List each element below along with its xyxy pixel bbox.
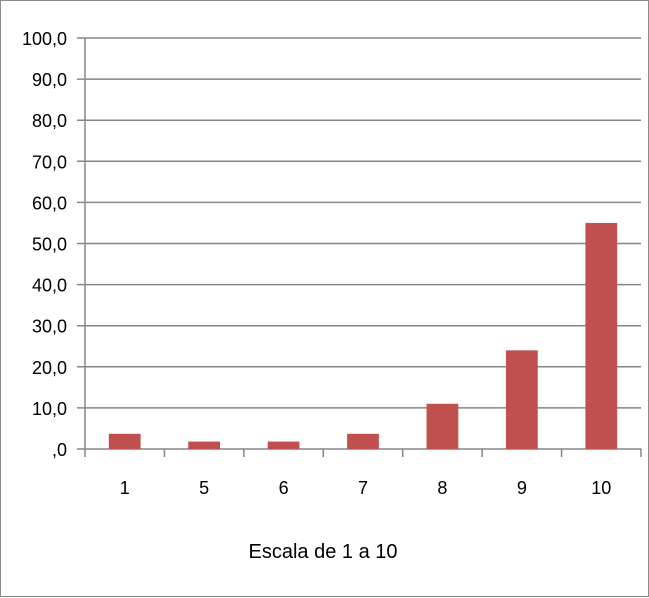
x-tick-label: 6: [279, 478, 289, 498]
x-tick-label: 10: [591, 478, 611, 498]
bar-6: [267, 441, 300, 449]
y-tick-label: 60,0: [32, 193, 67, 213]
bar-10: [585, 222, 618, 449]
y-axis-ticks: ,0 10,0 20,0 30,0 40,0 50,0 60,0 70,0 80,0 90,0 10…: [22, 29, 67, 460]
x-tick-label: 8: [437, 478, 447, 498]
y-tick-label: ,0: [52, 440, 67, 460]
y-tick-label: 70,0: [32, 152, 67, 172]
y-tick-label: 10,0: [32, 399, 67, 419]
y-tick-label: 90,0: [32, 70, 67, 90]
x-tick-label: 1: [120, 478, 130, 498]
y-tick-label: 50,0: [32, 235, 67, 255]
y-tick-label: 20,0: [32, 358, 67, 378]
x-axis-ticks: 1 5 6 7 8 9 10: [84, 449, 642, 498]
gridlines: [77, 37, 641, 450]
bar-7: [347, 433, 379, 449]
x-tick-label: 9: [517, 478, 527, 498]
bars: [108, 222, 618, 449]
bar-9: [505, 350, 538, 449]
x-axis-title: Escala de 1 a 10: [249, 541, 398, 563]
y-tick-label: 30,0: [32, 317, 67, 337]
bar-1: [108, 433, 141, 449]
bar-5: [188, 441, 221, 449]
x-tick-label: 7: [358, 478, 368, 498]
y-tick-label: 100,0: [22, 29, 67, 49]
x-tick-label: 5: [199, 478, 209, 498]
y-tick-label: 40,0: [32, 276, 67, 296]
bar-8: [426, 403, 459, 449]
y-tick-label: 80,0: [32, 111, 67, 131]
